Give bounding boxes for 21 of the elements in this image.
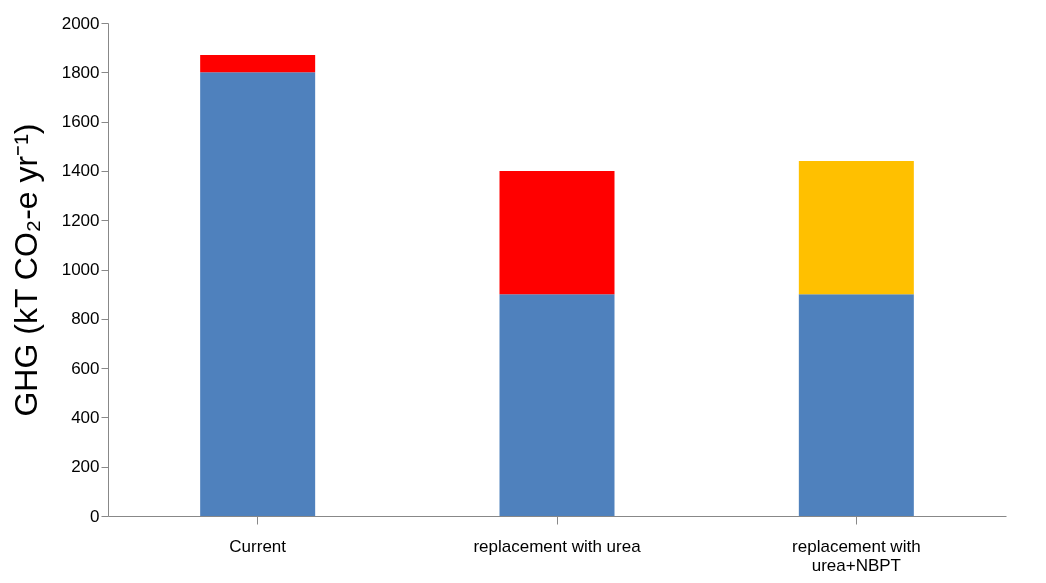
y-tick-label: 1600 (61, 112, 100, 132)
y-tick-label: 0 (90, 506, 100, 526)
y-tick-label: 1200 (61, 210, 100, 230)
y-tick-label: 1400 (61, 161, 100, 181)
x-tick-label: replacement with urea (473, 536, 642, 556)
y-tick-label: 400 (71, 407, 100, 427)
y-tick-label: 600 (71, 358, 100, 378)
bar (499, 294, 615, 516)
y-axis-title: GHG (kT CO₂-e yr⁻¹) (7, 123, 44, 417)
bar (499, 170, 615, 295)
x-tick-label: replacement with urea+NBPT (792, 536, 921, 575)
y-tick-label: 2000 (61, 13, 100, 33)
bar (200, 72, 316, 516)
x-tick-label: Current (229, 536, 287, 556)
bar (798, 161, 914, 295)
bar (200, 55, 316, 73)
y-tick-label: 1800 (61, 62, 100, 82)
y-tick-label: 200 (71, 457, 100, 477)
y-tick-label: 800 (71, 309, 100, 329)
y-tick-label: 1000 (61, 260, 100, 279)
bar (798, 294, 914, 516)
